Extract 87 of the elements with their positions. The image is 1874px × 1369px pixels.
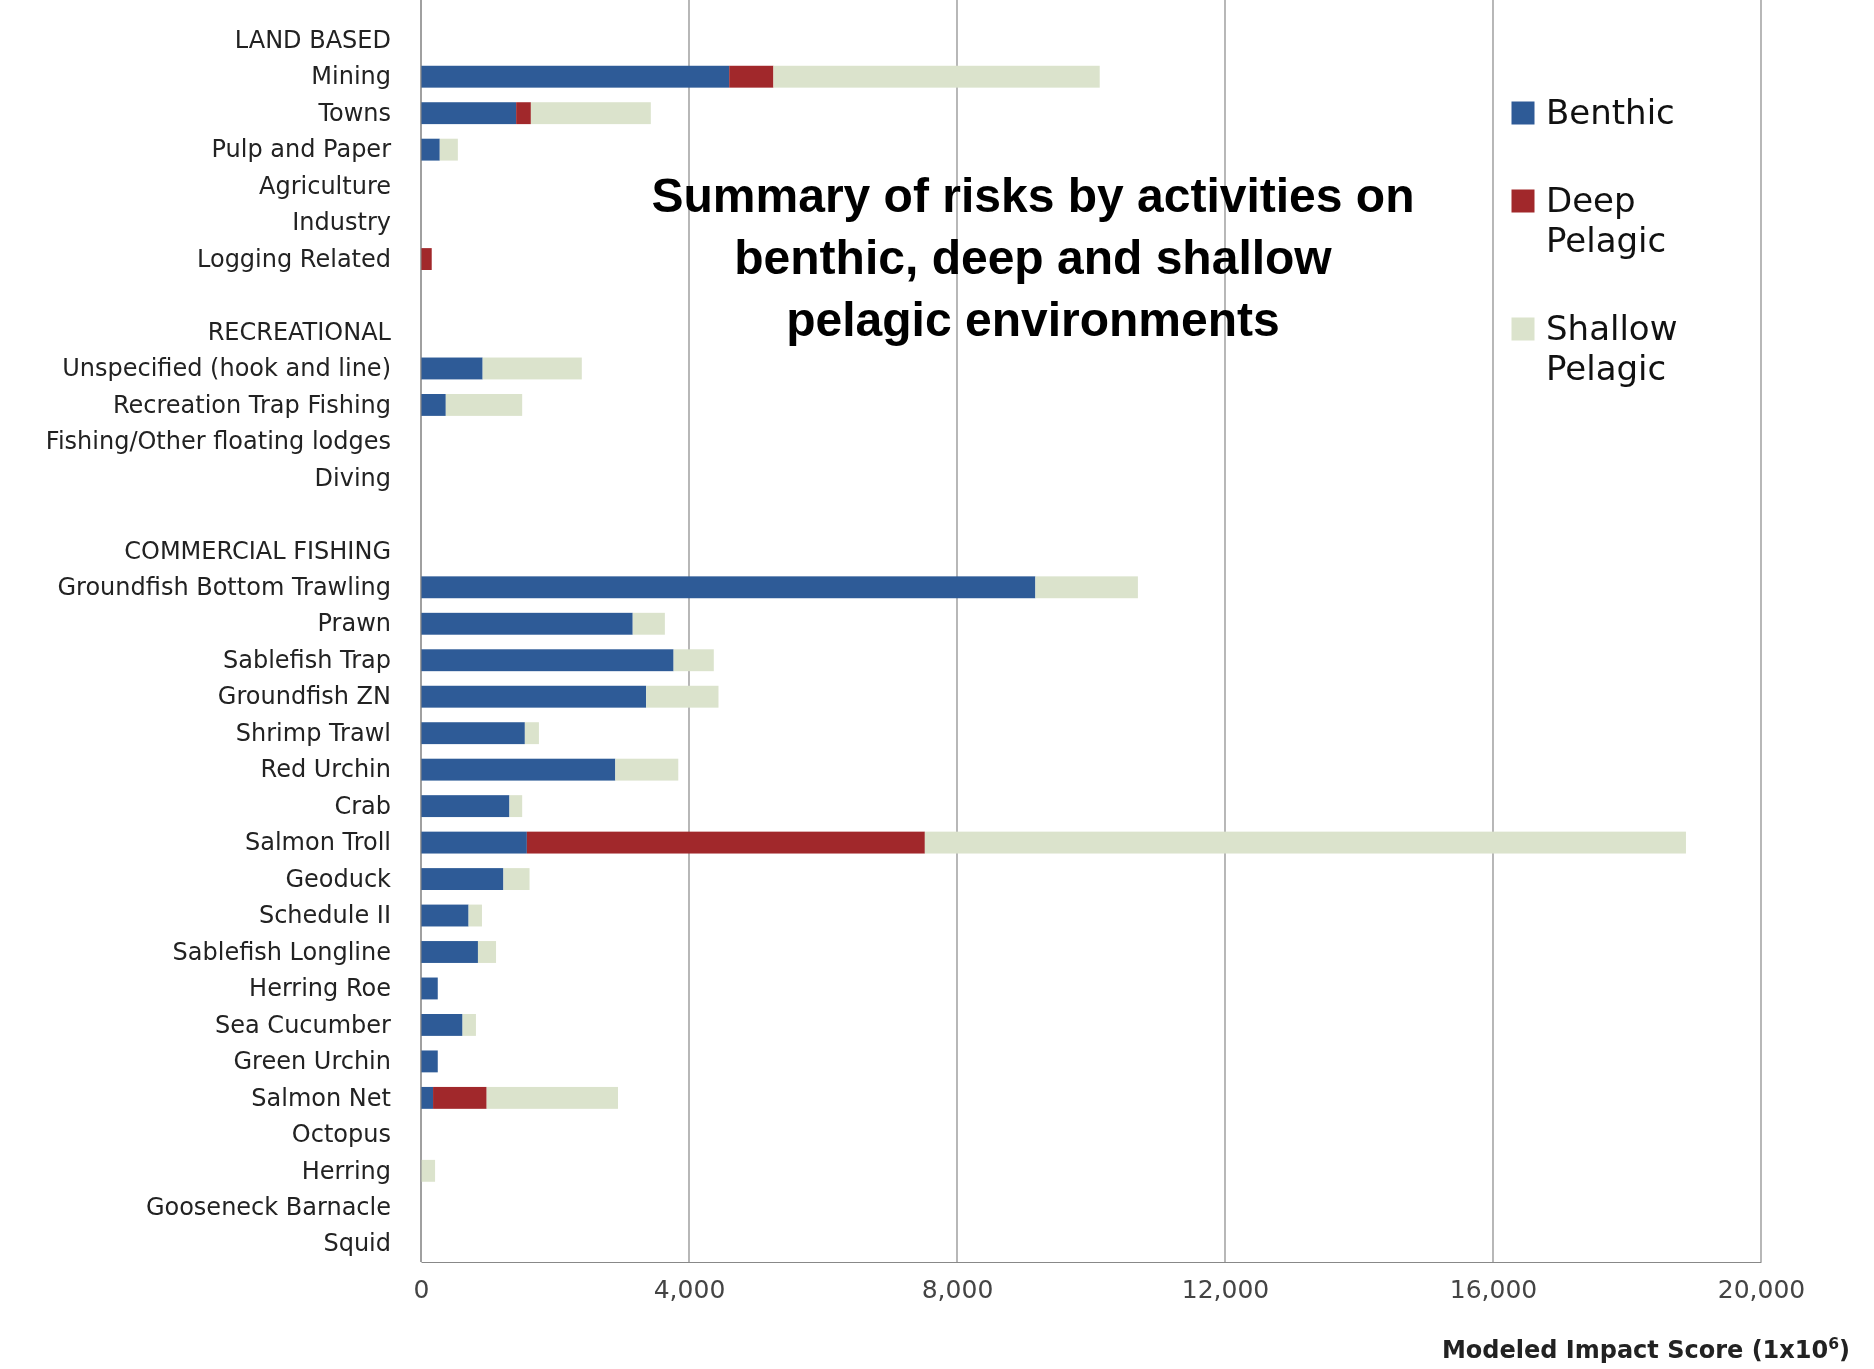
x-tick-label: 8,000 bbox=[921, 1274, 994, 1304]
y-tick-label: Herring Roe bbox=[249, 974, 391, 1003]
x-tick-label: 20,000 bbox=[1717, 1274, 1806, 1304]
y-tick-label: Towns bbox=[317, 98, 391, 127]
x-tick-label: 12,000 bbox=[1181, 1274, 1270, 1304]
bar bbox=[673, 649, 714, 672]
bar bbox=[445, 394, 523, 416]
y-tick-label: Gooseneck Barnacle bbox=[145, 1192, 391, 1221]
y-tick-label: Schedule II bbox=[258, 901, 391, 930]
y-tick-label: Salmon Net bbox=[251, 1083, 391, 1112]
y-tick-label: Crab bbox=[334, 791, 391, 820]
bar bbox=[503, 868, 530, 890]
y-tick-label: Diving bbox=[314, 463, 391, 492]
y-tick-label: Agriculture bbox=[259, 171, 391, 200]
x-tick-label: 4,000 bbox=[653, 1274, 726, 1304]
bar bbox=[421, 831, 527, 854]
legend-label: Benthic bbox=[1546, 92, 1675, 132]
bar bbox=[421, 576, 1036, 599]
bar bbox=[421, 758, 616, 781]
legend-label: Shallow Pelagic bbox=[1546, 308, 1678, 388]
y-tick-label: Groundfish Bottom Trawling bbox=[57, 572, 391, 601]
bar bbox=[421, 868, 504, 890]
bar bbox=[524, 722, 539, 745]
y-tick-label: Herring bbox=[301, 1156, 391, 1185]
bar bbox=[729, 65, 774, 88]
bar bbox=[421, 1086, 434, 1109]
bar bbox=[421, 795, 510, 818]
bar bbox=[439, 138, 458, 161]
bar bbox=[468, 904, 482, 927]
y-tick-label: COMMERCIAL FISHING bbox=[124, 536, 391, 565]
y-tick-label: Prawn bbox=[317, 609, 391, 638]
bar bbox=[421, 685, 647, 708]
x-tick-label: 0 bbox=[413, 1274, 430, 1304]
bar bbox=[421, 649, 674, 672]
bar bbox=[530, 102, 651, 125]
y-tick-label: Unspecified (hook and line) bbox=[62, 354, 391, 383]
y-tick-label: RECREATIONAL bbox=[207, 317, 392, 346]
bar bbox=[421, 1159, 436, 1182]
bar bbox=[646, 685, 719, 708]
y-tick-label: Salmon Troll bbox=[244, 828, 391, 857]
bar bbox=[615, 758, 679, 781]
y-tick-label: Mining bbox=[311, 62, 391, 91]
bar bbox=[477, 941, 497, 963]
bar bbox=[486, 1086, 618, 1109]
bar bbox=[509, 795, 523, 818]
bar bbox=[516, 102, 531, 125]
bar bbox=[482, 357, 582, 380]
bar bbox=[421, 248, 432, 270]
bar bbox=[421, 394, 446, 416]
y-tick-label: Squid bbox=[323, 1229, 391, 1258]
bar bbox=[632, 612, 665, 635]
y-tick-label: Geoduck bbox=[285, 864, 392, 893]
y-tick-label: Industry bbox=[292, 208, 391, 237]
y-tick-label: Groundfish ZN bbox=[217, 682, 391, 711]
y-tick-label: Octopus bbox=[291, 1120, 391, 1149]
y-tick-label: Recreation Trap Fishing bbox=[112, 390, 391, 419]
bar bbox=[421, 1050, 438, 1073]
y-tick-label: Pulp and Paper bbox=[211, 135, 392, 164]
y-tick-label: Sea Cucumber bbox=[215, 1010, 392, 1039]
bar bbox=[421, 612, 633, 635]
y-tick-label: LAND BASED bbox=[234, 25, 391, 54]
bar bbox=[421, 722, 525, 745]
bar bbox=[421, 977, 438, 1000]
y-tick-label: Sablefish Trap bbox=[222, 645, 391, 674]
y-tick-label: Red Urchin bbox=[260, 755, 391, 784]
y-tick-label: Sablefish Longline bbox=[172, 937, 391, 966]
x-axis-title: Modeled Impact Score (1x10$^{6}$) bbox=[1441, 1335, 1850, 1364]
bar bbox=[462, 1014, 476, 1036]
bar bbox=[924, 831, 1686, 854]
bar bbox=[433, 1086, 487, 1109]
bar bbox=[421, 904, 469, 927]
bar bbox=[1035, 576, 1138, 599]
text: Summary of risks by activities on benthic, deep and shallow pelagic environments bbox=[651, 169, 1415, 346]
y-tick-label: Fishing/Other floating lodges bbox=[45, 427, 391, 456]
bar bbox=[421, 357, 483, 380]
y-tick-label: Shrimp Trawl bbox=[235, 718, 391, 747]
bar bbox=[421, 102, 517, 125]
bar bbox=[526, 831, 925, 854]
y-tick-label: Logging Related bbox=[197, 244, 391, 273]
x-tick-label: 16,000 bbox=[1449, 1274, 1538, 1304]
bar bbox=[421, 138, 440, 161]
bar bbox=[773, 65, 1100, 88]
y-tick-label: Green Urchin bbox=[233, 1047, 391, 1076]
legend-label: Deep Pelagic bbox=[1546, 180, 1667, 260]
bar bbox=[421, 941, 478, 963]
bar bbox=[421, 1014, 463, 1036]
bar bbox=[421, 65, 730, 88]
